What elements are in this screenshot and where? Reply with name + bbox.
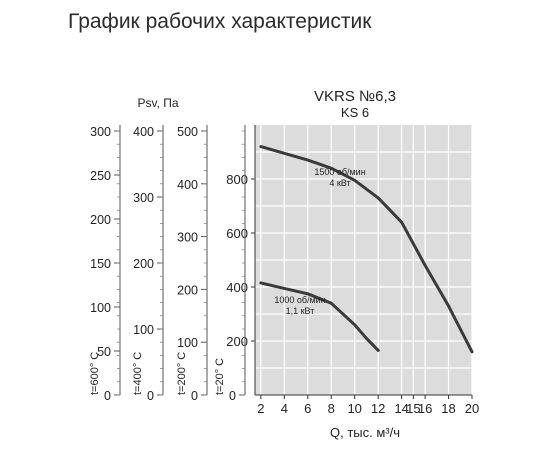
psv-tick-label: 50 <box>97 345 111 359</box>
psv-tick-label: 250 <box>90 169 111 183</box>
temperature-label: t=600° C <box>89 352 101 395</box>
x-axis-label: Q, тыс. м³/ч <box>330 425 400 440</box>
y-tick-label: 600 <box>226 226 248 241</box>
x-tick-label: 6 <box>304 401 311 416</box>
psv-tick-label: 100 <box>90 301 111 315</box>
x-tick-label: 18 <box>441 401 455 416</box>
series-line <box>259 281 380 352</box>
temperature-label: t=400° C <box>132 352 144 395</box>
series-label: 1000 об/мин <box>274 295 325 305</box>
psv-tick-label: 0 <box>147 389 154 403</box>
psv-tick-label: 300 <box>90 125 111 139</box>
x-tick-label: 4 <box>281 401 288 416</box>
psv-label: Psv, Па <box>137 96 178 110</box>
chart-subtitle: KS 6 <box>341 105 369 120</box>
y-tick-label: 400 <box>226 280 248 295</box>
x-tick-label: 14 <box>394 401 408 416</box>
page-title: График рабочих характеристик <box>68 10 372 33</box>
y-tick-label: 200 <box>226 334 248 349</box>
x-tick-label: 12 <box>371 401 385 416</box>
psv-tick-label: 500 <box>177 125 198 139</box>
temperature-label: t=200° C <box>176 352 188 395</box>
psv-tick-label: 0 <box>229 389 236 403</box>
psv-tick-label: 100 <box>133 323 154 337</box>
x-tick-label: 15 <box>406 401 420 416</box>
x-tick-label: 10 <box>347 401 361 416</box>
psv-tick-label: 400 <box>133 125 154 139</box>
psv-tick-label: 0 <box>191 389 198 403</box>
psv-tick-label: 100 <box>177 336 198 350</box>
y-tick-label: 800 <box>226 172 248 187</box>
x-tick-label: 8 <box>328 401 335 416</box>
psv-tick-label: 300 <box>133 191 154 205</box>
psv-tick-label: 400 <box>177 178 198 192</box>
series-label: 1,1 кВт <box>286 306 315 316</box>
psv-tick-label: 200 <box>177 283 198 297</box>
psv-tick-label: 200 <box>90 213 111 227</box>
x-tick-label: 20 <box>465 401 479 416</box>
series-line <box>259 145 474 354</box>
series-label: 4 кВт <box>329 178 350 188</box>
x-tick-label: 16 <box>418 401 432 416</box>
psv-tick-label: 0 <box>104 389 111 403</box>
series-label: 1500 об/мин <box>314 167 365 177</box>
psv-tick-label: 200 <box>133 257 154 271</box>
x-tick-label: 2 <box>257 401 264 416</box>
chart-title: VKRS №6,3 <box>314 88 396 105</box>
psv-tick-label: 300 <box>177 231 198 245</box>
temperature-label: t=20° C <box>214 358 226 395</box>
psv-tick-label: 150 <box>90 257 111 271</box>
